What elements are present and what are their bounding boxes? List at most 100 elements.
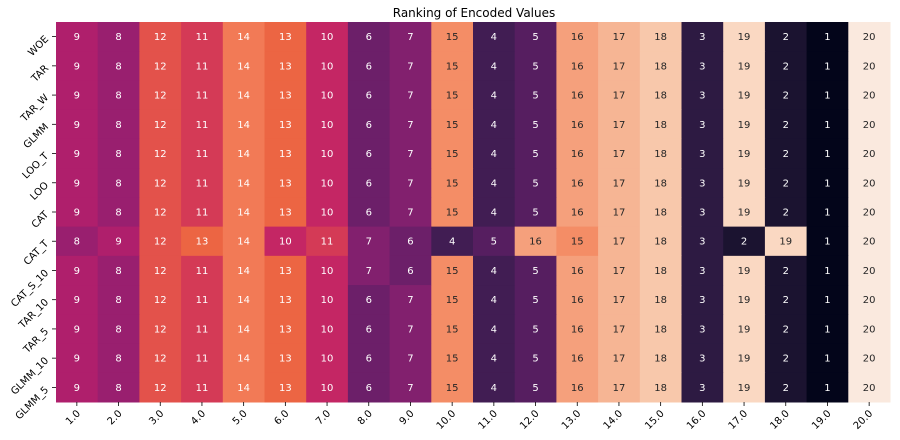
- heatmap-cells: 9 8 12 11 14 13 10 6 7 15 4 5 16 17 18 3 19 2 1 209 8 12 11 14 1…: [56, 22, 891, 403]
- heatmap-cell: [306, 197, 349, 228]
- heatmap-cell: [848, 138, 891, 169]
- heatmap-cell: [306, 343, 349, 374]
- heatmap-cell: [723, 109, 766, 140]
- cell-value-label: 14: [237, 295, 250, 306]
- cell-value-label: 10: [321, 208, 334, 219]
- cell-value-label: 11: [321, 237, 334, 248]
- heatmap-cell: [389, 51, 432, 81]
- cell-value-label: 2: [783, 149, 789, 160]
- heatmap-cell: [806, 226, 849, 257]
- cell-value-label: 3: [699, 295, 705, 306]
- x-tick-label: 11.0: [476, 408, 500, 432]
- cell-value-label: 12: [154, 178, 167, 189]
- cell-value-label: 6: [366, 295, 372, 306]
- cell-value-label: 20: [863, 91, 876, 102]
- cell-value-label: 3: [699, 208, 705, 219]
- cell-value-label: 15: [446, 354, 459, 365]
- cell-value-label: 18: [654, 266, 667, 277]
- heatmap-cell: [56, 314, 99, 345]
- cell-value-label: 2: [741, 237, 747, 248]
- cell-value-label: 17: [613, 383, 626, 394]
- cell-value-label: 15: [446, 149, 459, 160]
- cell-value-label: 17: [613, 295, 626, 306]
- y-tick-label: TAR_5: [21, 326, 51, 356]
- cell-value-label: 5: [532, 178, 538, 189]
- heatmap-cell: [639, 226, 682, 257]
- heatmap-cell: [181, 138, 224, 169]
- y-tick-label: GLMM: [22, 122, 51, 151]
- cell-value-label: 8: [115, 61, 121, 72]
- heatmap-cell: [181, 197, 224, 228]
- x-tick-label: 3.0: [147, 408, 166, 427]
- cell-value-label: 10: [321, 354, 334, 365]
- cell-value-label: 17: [613, 266, 626, 277]
- heatmap-cell: [97, 285, 140, 315]
- cell-value-label: 6: [366, 383, 372, 394]
- heatmap-cell: [681, 80, 724, 111]
- heatmap-cell: [139, 285, 182, 315]
- heatmap-cell: [723, 80, 766, 111]
- heatmap-cell: [431, 343, 474, 374]
- cell-value-label: 20: [863, 266, 876, 277]
- heatmap-cell: [723, 343, 766, 374]
- heatmap-cell: [556, 197, 599, 228]
- cell-value-label: 7: [407, 295, 413, 306]
- cell-value-label: 3: [699, 354, 705, 365]
- heatmap-cell: [97, 343, 140, 374]
- cell-value-label: 19: [779, 237, 792, 248]
- cell-value-label: 10: [321, 61, 334, 72]
- heatmap-cell: [306, 51, 349, 81]
- cell-value-label: 3: [699, 178, 705, 189]
- cell-value-label: 19: [738, 266, 751, 277]
- heatmap-cell: [56, 372, 99, 403]
- heatmap-cell: [681, 197, 724, 228]
- heatmap-cell: [264, 255, 307, 286]
- cell-value-label: 16: [571, 208, 584, 219]
- heatmap-cell: [598, 226, 641, 257]
- cell-value-label: 5: [532, 61, 538, 72]
- heatmap-cell: [222, 109, 265, 140]
- heatmap-cell: [389, 197, 432, 228]
- heatmap-cell: [222, 138, 265, 169]
- cell-value-label: 5: [532, 266, 538, 277]
- cell-value-label: 11: [196, 120, 209, 131]
- cell-value-label: 9: [115, 237, 121, 248]
- heatmap-cell: [806, 372, 849, 403]
- cell-value-label: 1: [824, 324, 830, 335]
- heatmap-cell: [764, 168, 808, 198]
- heatmap-cell: [431, 255, 474, 286]
- cell-value-label: 7: [407, 149, 413, 160]
- heatmap-cell: [473, 51, 516, 81]
- cell-value-label: 6: [407, 237, 413, 248]
- heatmap-cell: [723, 255, 766, 286]
- cell-value-label: 14: [237, 61, 250, 72]
- cell-value-label: 17: [613, 149, 626, 160]
- cell-value-label: 12: [154, 383, 167, 394]
- cell-value-label: 6: [366, 324, 372, 335]
- cell-value-label: 8: [115, 120, 121, 131]
- x-tick-label: 1.0: [64, 408, 83, 427]
- cell-value-label: 15: [446, 324, 459, 335]
- heatmap-cell: [139, 372, 182, 403]
- heatmap-cell: [97, 226, 140, 257]
- heatmap-cell: [56, 168, 99, 198]
- cell-value-label: 4: [491, 149, 497, 160]
- cell-value-label: 16: [571, 32, 584, 43]
- cell-value-label: 9: [74, 91, 80, 102]
- heatmap-cell: [306, 22, 349, 52]
- cell-value-label: 7: [407, 354, 413, 365]
- cell-value-label: 15: [446, 208, 459, 219]
- heatmap-cell: [764, 372, 808, 403]
- cell-value-label: 4: [491, 178, 497, 189]
- cell-value-label: 11: [196, 91, 209, 102]
- cell-value-label: 19: [738, 324, 751, 335]
- heatmap-cell: [306, 314, 349, 345]
- heatmap-cell: [681, 22, 724, 52]
- cell-value-label: 18: [654, 32, 667, 43]
- cell-value-label: 10: [321, 178, 334, 189]
- heatmap-cell: [514, 138, 557, 169]
- heatmap-cell: [306, 226, 349, 257]
- cell-value-label: 11: [196, 383, 209, 394]
- cell-value-label: 8: [115, 32, 121, 43]
- heatmap-cell: [181, 285, 224, 315]
